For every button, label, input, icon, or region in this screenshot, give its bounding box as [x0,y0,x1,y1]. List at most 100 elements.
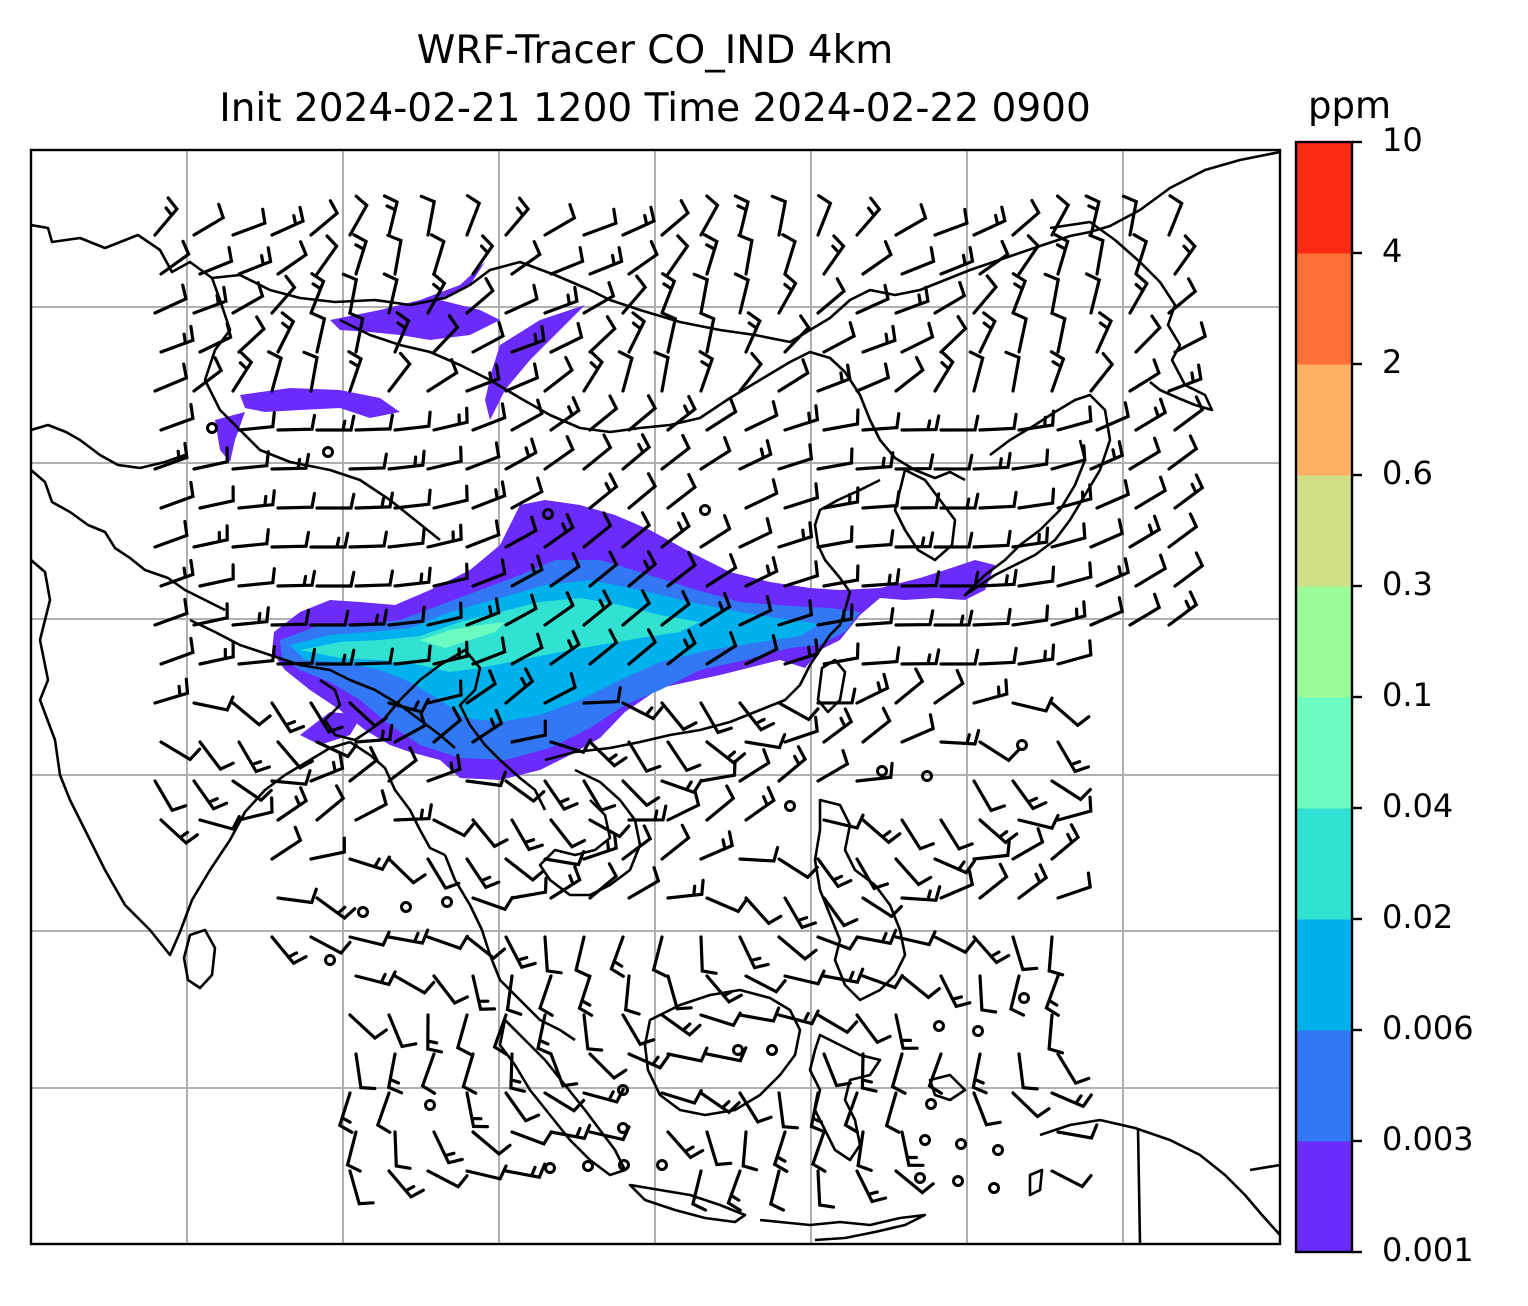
calm-wind-marker [1016,739,1028,751]
wind-barb [153,196,179,237]
wind-barb [1043,272,1061,315]
wind-barb [744,311,762,354]
coast-indochina [443,854,576,1042]
wind-barb [471,1130,512,1156]
wind-barb [933,531,974,549]
wind-barb [192,695,235,712]
wind-barb [270,935,308,966]
wind-barb [270,608,311,627]
calm-wind-marker [784,800,796,812]
wind-barb [1009,974,1026,1017]
wind-barb [309,935,352,956]
wind-barb [386,233,403,276]
calm-wind-marker [988,1182,1000,1194]
wind-barb [978,818,1019,845]
wind-barb [354,723,394,744]
wind-barb [549,321,584,354]
calm-wind-marker [921,770,933,782]
wind-barb [393,566,432,588]
wind-barb [309,272,326,315]
wind-barb [738,351,763,393]
wind-barb [1050,701,1091,728]
calm-wind-marker [952,1175,964,1187]
wind-barb [738,935,770,970]
wind-barb [627,394,658,432]
wind-barb [705,740,747,765]
wind-barb [660,823,691,861]
wind-barb [978,490,1018,510]
wind-barb [1050,1091,1093,1109]
wind-barb [1004,350,1021,393]
gridlines [31,150,1280,1244]
wind-barb [699,1091,741,1115]
wind-barb [1050,444,1087,471]
wind-barb [465,441,501,471]
wind-barb [393,803,433,822]
wind-barb [461,1052,478,1095]
calm-wind-marker [1018,992,1030,1004]
wind-barb [504,283,539,315]
wind-barb [699,514,732,549]
wind-barb [1128,514,1162,549]
wind-barb [276,491,317,510]
wind-barb [627,240,659,276]
wind-barb [153,597,189,627]
wind-barb [666,234,690,276]
wind-barb [543,513,575,549]
wind-barb [621,824,653,861]
wind-barb [426,679,463,705]
wind-barb [861,706,892,744]
wind-barb [1047,935,1065,977]
wind-barb [1167,363,1203,393]
wind-barb [354,970,397,987]
wind-barb [159,324,195,354]
wind-barb [703,233,719,276]
wind-barb [471,818,509,849]
wind-barb [1095,311,1113,354]
wind-barb [933,609,974,627]
wind-barb [1011,779,1048,811]
wind-barb [198,485,235,510]
wind-barb [699,436,732,471]
wind-barb [549,396,581,432]
wind-barb [972,839,1011,861]
wind-barb [861,240,893,276]
wind-barb [978,239,1010,276]
wind-barb [816,935,859,951]
colorbar-tick-label: 0.3 [1382,565,1433,603]
wind-barb [510,476,544,510]
wind-barb [1134,314,1162,354]
wind-barb [627,628,658,666]
wind-barb [777,1091,799,1130]
wind-barb [505,974,523,1016]
wind-barb [978,740,1020,763]
wind-barb [666,551,697,588]
wind-barb [1050,522,1087,549]
wind-barb [504,1162,547,1180]
wind-barb [777,599,814,627]
wind-barb [939,492,980,510]
wind-barb [192,356,224,393]
wind-barb [660,272,677,315]
wind-barb [315,896,357,921]
wind-barb [777,857,819,880]
wind-barb [816,447,854,471]
calm-wind-marker [582,1160,594,1172]
wind-barb [159,818,199,846]
calm-wind-marker [424,1099,436,1111]
wind-barb [315,740,358,759]
wind-barb [733,194,750,237]
wind-barb [843,1091,860,1134]
wind-barb [777,935,818,961]
wind-barb [432,640,469,666]
wind-barb [237,645,276,666]
wind-barb [1056,795,1093,822]
wind-barb [588,628,619,666]
wind-barb [237,567,276,588]
wind-barb [1132,233,1149,276]
wind-barb [270,274,297,315]
wind-barb [698,350,715,393]
wind-barb [783,715,819,744]
wind-barb [348,194,369,237]
